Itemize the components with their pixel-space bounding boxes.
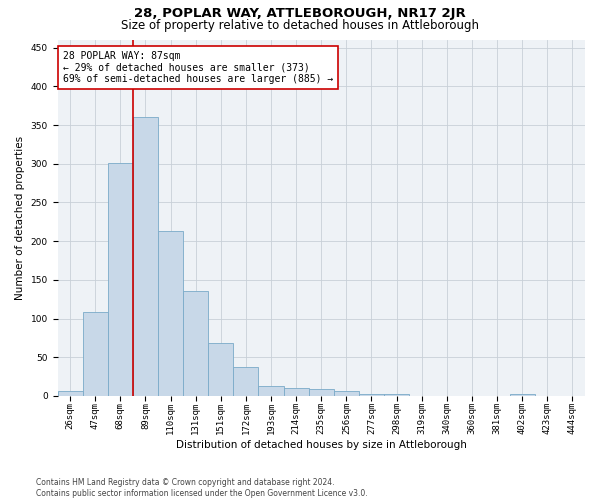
- Bar: [259, 386, 284, 396]
- Text: Size of property relative to detached houses in Attleborough: Size of property relative to detached ho…: [121, 19, 479, 32]
- Bar: [384, 394, 409, 396]
- Bar: [133, 118, 158, 396]
- Bar: [58, 390, 83, 396]
- Bar: [208, 344, 233, 396]
- Text: Contains HM Land Registry data © Crown copyright and database right 2024.
Contai: Contains HM Land Registry data © Crown c…: [36, 478, 368, 498]
- Bar: [334, 392, 359, 396]
- Y-axis label: Number of detached properties: Number of detached properties: [15, 136, 25, 300]
- Bar: [108, 163, 133, 396]
- Bar: [83, 312, 108, 396]
- Bar: [158, 231, 183, 396]
- Bar: [509, 394, 535, 396]
- Bar: [284, 388, 309, 396]
- Bar: [309, 389, 334, 396]
- Bar: [359, 394, 384, 396]
- Bar: [233, 366, 259, 396]
- Text: 28, POPLAR WAY, ATTLEBOROUGH, NR17 2JR: 28, POPLAR WAY, ATTLEBOROUGH, NR17 2JR: [134, 8, 466, 20]
- Bar: [183, 292, 208, 396]
- X-axis label: Distribution of detached houses by size in Attleborough: Distribution of detached houses by size …: [176, 440, 467, 450]
- Text: 28 POPLAR WAY: 87sqm
← 29% of detached houses are smaller (373)
69% of semi-deta: 28 POPLAR WAY: 87sqm ← 29% of detached h…: [63, 50, 333, 84]
